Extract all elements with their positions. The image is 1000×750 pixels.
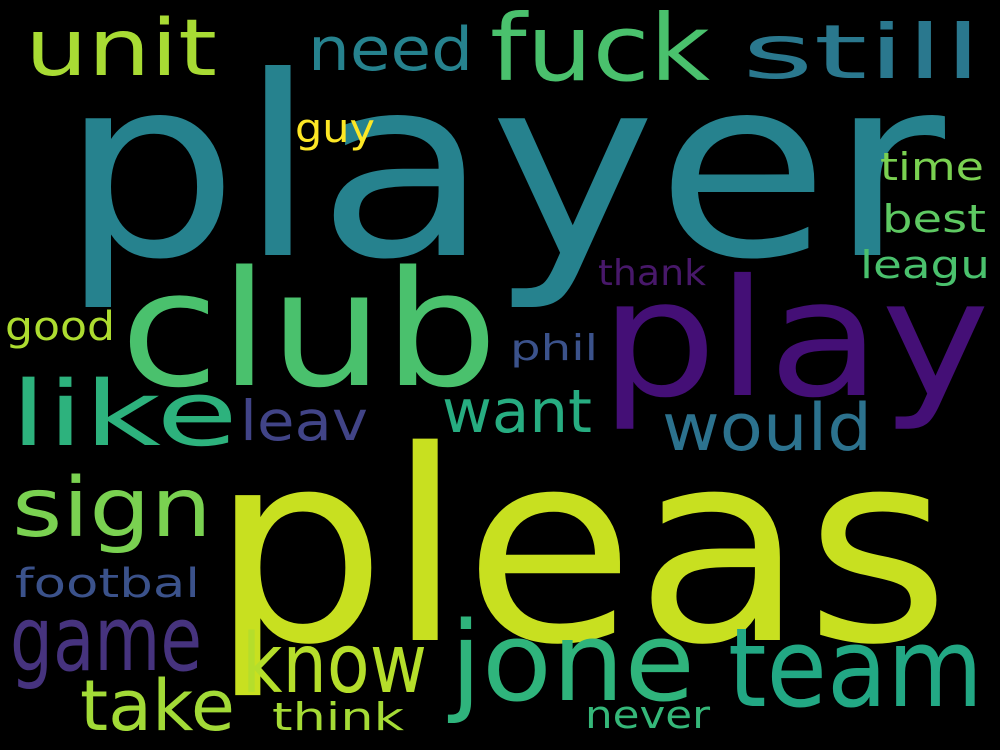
cloud-word-fuck: fuck <box>490 0 711 102</box>
cloud-word-sign: sign <box>12 461 212 556</box>
cloud-word-leagu: leagu <box>860 243 990 287</box>
cloud-word-club: club <box>120 236 498 423</box>
cloud-word-play: play <box>600 246 990 434</box>
cloud-word-game: game <box>10 587 202 692</box>
cloud-word-leav: leav <box>240 389 368 453</box>
cloud-word-thank: thank <box>598 253 706 294</box>
cloud-word-want: want <box>442 377 592 447</box>
cloud-word-still: still <box>742 8 982 96</box>
cloud-word-best: best <box>882 197 986 241</box>
cloud-word-like: like <box>10 362 238 467</box>
cloud-word-know: know <box>242 617 427 712</box>
cloud-word-would: would <box>662 391 872 466</box>
cloud-word-unit: unit <box>25 4 217 94</box>
cloud-word-pleas: pleas <box>210 395 950 703</box>
cloud-word-never: never <box>585 693 710 737</box>
cloud-word-take: take <box>80 665 235 747</box>
cloud-word-guy: guy <box>295 106 375 152</box>
cloud-word-good: good <box>5 304 115 350</box>
cloud-word-footbal: footbal <box>15 561 200 607</box>
cloud-word-time: time <box>880 145 984 189</box>
cloud-word-player: player <box>60 23 945 314</box>
cloud-word-need: need <box>308 15 473 85</box>
cloud-word-team: team <box>728 604 983 732</box>
cloud-word-think: think <box>272 695 404 739</box>
cloud-word-phil: phil <box>510 328 598 369</box>
cloud-word-jone: jone <box>448 598 695 726</box>
